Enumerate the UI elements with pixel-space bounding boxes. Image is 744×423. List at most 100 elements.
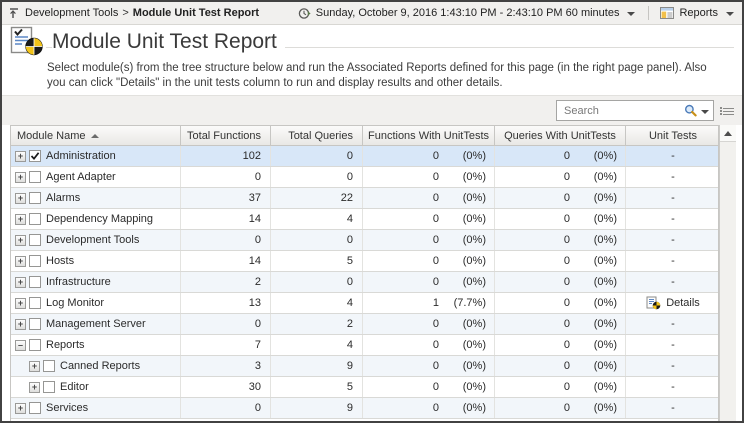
- expand-icon[interactable]: +: [15, 192, 26, 204]
- unit-tests-value: -: [671, 318, 675, 330]
- table-row[interactable]: + Services 0 9 0 (0%) 0 (0%) -: [11, 398, 718, 419]
- time-range-label[interactable]: Sunday, October 9, 2016 1:43:10 PM - 2:4…: [315, 7, 620, 19]
- details-icon[interactable]: [646, 296, 661, 310]
- total-queries-cell: 2: [271, 314, 363, 334]
- module-name-label: Reports: [46, 339, 85, 351]
- row-checkbox[interactable]: [29, 255, 41, 267]
- unit-tests-value: -: [671, 171, 675, 183]
- row-checkbox[interactable]: [29, 297, 41, 309]
- expand-icon[interactable]: +: [15, 276, 26, 288]
- table-row[interactable]: + Alarms 37 22 0 (0%) 0 (0%) -: [11, 188, 718, 209]
- scroll-up-arrow-icon: [724, 130, 732, 136]
- row-checkbox[interactable]: [29, 150, 41, 162]
- module-name-label: Log Monitor: [46, 297, 105, 309]
- queries-with-unittests-cell: 0 (0%): [495, 167, 626, 187]
- expand-icon[interactable]: +: [15, 234, 26, 246]
- column-chooser-icon[interactable]: [720, 106, 734, 115]
- unit-tests-value: -: [671, 192, 675, 204]
- search-input[interactable]: [562, 103, 684, 118]
- column-header-queries-with-unittests[interactable]: Queries With UnitTests: [495, 126, 626, 145]
- level-up-icon[interactable]: [8, 7, 20, 19]
- unit-tests-value: -: [671, 276, 675, 288]
- total-queries-cell: 0: [271, 272, 363, 292]
- expand-icon[interactable]: +: [15, 171, 26, 183]
- table-row[interactable]: + Hosts 14 5 0 (0%) 0 (0%) -: [11, 251, 718, 272]
- unit-tests-value: -: [671, 234, 675, 246]
- unit-tests-cell: -: [626, 398, 720, 418]
- row-checkbox[interactable]: [29, 234, 41, 246]
- total-functions-cell: 0: [181, 314, 271, 334]
- total-functions-cell: 30: [181, 377, 271, 397]
- total-queries-cell: 5: [271, 377, 363, 397]
- module-name-label: Alarms: [46, 192, 81, 204]
- row-checkbox[interactable]: [29, 339, 41, 351]
- table-row[interactable]: + Editor 30 5 0 (0%) 0 (0%) -: [11, 377, 718, 398]
- table-row[interactable]: + Management Server 0 2 0 (0%) 0 (0%) -: [11, 314, 718, 335]
- table-row[interactable]: + Log Monitor 13 4 1 (7.7%) 0 (0%) Details: [11, 293, 718, 314]
- row-checkbox[interactable]: [43, 360, 55, 372]
- search-icon[interactable]: [684, 104, 697, 117]
- vertical-scrollbar[interactable]: [719, 125, 736, 421]
- expand-icon[interactable]: +: [15, 402, 26, 414]
- scroll-up-button[interactable]: [720, 125, 736, 142]
- total-queries-cell: 5: [271, 251, 363, 271]
- time-range-dropdown-icon[interactable]: [627, 12, 636, 16]
- table-row[interactable]: + Canned Reports 3 9 0 (0%) 0 (0%) -: [11, 356, 718, 377]
- queries-with-unittests-cell: 0 (0%): [495, 272, 626, 292]
- unit-tests-cell: -: [626, 230, 720, 250]
- functions-with-unittests-cell: 0 (0%): [363, 398, 495, 418]
- row-checkbox[interactable]: [29, 192, 41, 204]
- queries-with-unittests-cell: 0 (0%): [495, 356, 626, 376]
- module-name-label: Infrastructure: [46, 276, 111, 288]
- collapse-icon[interactable]: –: [15, 339, 26, 351]
- queries-with-unittests-cell: 0 (0%): [495, 251, 626, 271]
- table-row[interactable]: + Agent Adapter 0 0 0 (0%) 0 (0%) -: [11, 167, 718, 188]
- column-header-unit-tests[interactable]: Unit Tests: [648, 129, 698, 142]
- page-description: Select module(s) from the tree structure…: [47, 62, 707, 89]
- column-header-total-queries[interactable]: Total Queries: [271, 126, 363, 145]
- module-name-label: Services: [46, 402, 89, 414]
- unit-tests-value[interactable]: Details: [666, 297, 700, 309]
- expand-icon[interactable]: +: [29, 360, 40, 372]
- total-queries-cell: 9: [271, 356, 363, 376]
- table-row[interactable]: + Infrastructure 2 0 0 (0%) 0 (0%) -: [11, 272, 718, 293]
- expand-icon[interactable]: +: [15, 318, 26, 330]
- expand-icon[interactable]: +: [15, 150, 26, 162]
- table-row[interactable]: – Reports 7 4 0 (0%) 0 (0%) -: [11, 335, 718, 356]
- row-checkbox[interactable]: [29, 213, 41, 225]
- search-box[interactable]: [556, 100, 714, 121]
- total-queries-cell: 4: [271, 335, 363, 355]
- search-options-dropdown-icon[interactable]: [701, 109, 709, 114]
- table-row[interactable]: + Dependency Mapping 14 4 0 (0%) 0 (0%) -: [11, 209, 718, 230]
- expand-icon[interactable]: +: [15, 255, 26, 267]
- total-queries-cell: 0: [271, 230, 363, 250]
- reports-label[interactable]: Reports: [679, 7, 718, 19]
- reports-dropdown-icon[interactable]: [726, 12, 734, 16]
- scrollbar-track[interactable]: [720, 142, 736, 421]
- breadcrumb-parent[interactable]: Development Tools: [25, 7, 119, 19]
- unit-tests-value: -: [671, 213, 675, 225]
- expand-icon[interactable]: +: [15, 213, 26, 225]
- total-functions-cell: 102: [181, 146, 271, 166]
- row-checkbox[interactable]: [29, 171, 41, 183]
- expand-icon[interactable]: +: [29, 381, 40, 393]
- module-name-label: Management Server: [46, 318, 146, 330]
- row-checkbox[interactable]: [29, 318, 41, 330]
- breadcrumb-bar: Development Tools > Module Unit Test Rep…: [2, 2, 742, 25]
- column-header-total-functions[interactable]: Total Functions: [181, 126, 271, 145]
- row-checkbox[interactable]: [43, 381, 55, 393]
- unit-tests-cell: -: [626, 272, 720, 292]
- unit-tests-cell[interactable]: Details: [626, 293, 720, 313]
- table-row[interactable]: + Administration 102 0 0 (0%) 0 (0%) -: [11, 146, 718, 167]
- functions-with-unittests-cell: 0 (0%): [363, 356, 495, 376]
- row-checkbox[interactable]: [29, 276, 41, 288]
- table-row[interactable]: + Development Tools 0 0 0 (0%) 0 (0%) -: [11, 230, 718, 251]
- row-checkbox[interactable]: [29, 402, 41, 414]
- unit-tests-cell: -: [626, 356, 720, 376]
- unit-tests-value: -: [671, 339, 675, 351]
- column-header-functions-with-unittests[interactable]: Functions With UnitTests: [363, 126, 495, 145]
- unit-tests-value: -: [671, 255, 675, 267]
- expand-icon[interactable]: +: [15, 297, 26, 309]
- total-queries-cell: 0: [271, 167, 363, 187]
- column-header-module-name[interactable]: Module Name: [11, 126, 181, 145]
